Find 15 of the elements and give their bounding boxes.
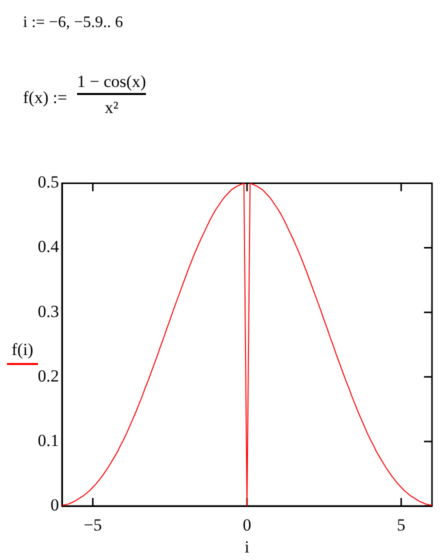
text: x² — [104, 98, 118, 117]
x-tick-label: 5 — [396, 516, 406, 535]
x-axis-title: i — [244, 537, 250, 556]
y-tick-label: 0.5 — [38, 172, 59, 192]
x-tick-label: −5 — [84, 516, 102, 535]
text: i := −6, −5.9.. 6 — [23, 14, 123, 31]
y-tick-label: 0.4 — [38, 237, 60, 256]
y-tick-label: 0.3 — [38, 302, 59, 321]
text: f(x) := — [23, 88, 68, 107]
y-tick-label: 0.1 — [38, 430, 59, 450]
y-tick-label: 0 — [50, 495, 59, 514]
x-tick-label: 0 — [242, 516, 252, 535]
text: f(i) — [12, 340, 34, 359]
y-tick-label: 0.2 — [38, 366, 59, 386]
text: 1 − cos(x) — [77, 72, 146, 91]
